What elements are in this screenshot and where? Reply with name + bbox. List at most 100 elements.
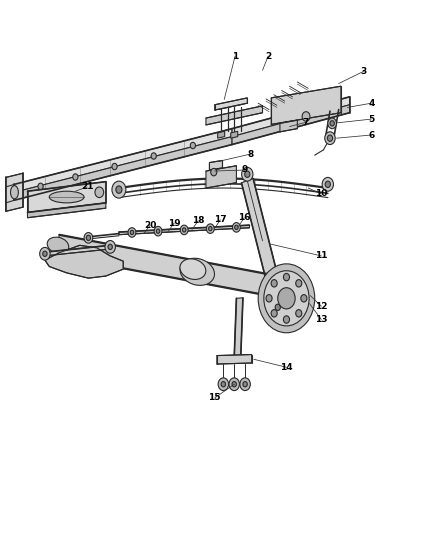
Polygon shape: [14, 128, 232, 192]
Polygon shape: [280, 120, 297, 132]
Circle shape: [325, 132, 335, 144]
Circle shape: [84, 232, 93, 243]
Text: 6: 6: [368, 131, 374, 140]
Circle shape: [95, 187, 104, 198]
Text: 13: 13: [315, 315, 328, 324]
Circle shape: [232, 382, 237, 387]
Circle shape: [208, 227, 212, 231]
Circle shape: [328, 118, 336, 128]
Circle shape: [243, 382, 247, 387]
Circle shape: [264, 271, 309, 326]
Polygon shape: [6, 173, 23, 212]
Circle shape: [235, 225, 238, 230]
Polygon shape: [28, 182, 106, 213]
Polygon shape: [28, 203, 106, 217]
Circle shape: [86, 235, 91, 240]
Circle shape: [296, 280, 302, 287]
Polygon shape: [231, 131, 238, 138]
Circle shape: [302, 112, 310, 121]
Circle shape: [296, 310, 302, 317]
Polygon shape: [209, 160, 223, 170]
Ellipse shape: [180, 258, 215, 285]
Text: 12: 12: [315, 302, 328, 311]
Polygon shape: [232, 105, 350, 144]
Circle shape: [322, 177, 333, 191]
Text: 16: 16: [238, 213, 251, 222]
Circle shape: [258, 264, 315, 333]
Polygon shape: [241, 179, 283, 303]
Circle shape: [206, 224, 214, 233]
Polygon shape: [217, 354, 252, 364]
Polygon shape: [232, 97, 350, 136]
Text: 1: 1: [232, 52, 238, 61]
Polygon shape: [45, 245, 110, 256]
Polygon shape: [119, 225, 250, 235]
Circle shape: [221, 382, 226, 387]
Ellipse shape: [49, 191, 84, 203]
Circle shape: [330, 120, 334, 126]
Polygon shape: [271, 86, 341, 124]
Ellipse shape: [47, 237, 69, 254]
Circle shape: [240, 378, 251, 391]
Circle shape: [242, 167, 253, 181]
Text: 19: 19: [168, 219, 180, 228]
Circle shape: [154, 227, 162, 236]
Circle shape: [266, 295, 272, 302]
Circle shape: [272, 301, 283, 314]
Circle shape: [283, 316, 290, 323]
Circle shape: [278, 288, 295, 309]
Polygon shape: [206, 166, 237, 188]
Text: 15: 15: [208, 393, 221, 402]
Ellipse shape: [180, 259, 206, 279]
Text: 14: 14: [280, 363, 293, 372]
Circle shape: [271, 310, 277, 317]
Text: 7: 7: [303, 118, 309, 127]
Text: 17: 17: [214, 215, 226, 224]
Circle shape: [108, 244, 113, 249]
Circle shape: [283, 273, 290, 281]
Circle shape: [105, 240, 116, 253]
Circle shape: [156, 229, 160, 233]
Circle shape: [112, 181, 126, 198]
Circle shape: [128, 228, 136, 237]
Text: 9: 9: [242, 166, 248, 174]
Circle shape: [325, 181, 330, 188]
Text: 5: 5: [368, 115, 374, 124]
Text: 20: 20: [144, 221, 156, 230]
Text: 3: 3: [360, 67, 367, 76]
Circle shape: [275, 304, 280, 311]
Circle shape: [211, 168, 217, 176]
Text: 4: 4: [368, 99, 374, 108]
Circle shape: [190, 142, 195, 149]
Circle shape: [40, 247, 50, 260]
Circle shape: [180, 225, 188, 235]
Polygon shape: [234, 298, 243, 357]
Circle shape: [218, 378, 229, 391]
Text: 18: 18: [192, 216, 205, 225]
Text: 10: 10: [315, 189, 328, 198]
Circle shape: [38, 183, 43, 190]
Circle shape: [271, 280, 277, 287]
Polygon shape: [206, 106, 262, 125]
Circle shape: [327, 135, 332, 141]
Circle shape: [130, 230, 134, 235]
Circle shape: [229, 378, 240, 391]
Circle shape: [245, 171, 250, 177]
Circle shape: [116, 186, 122, 193]
Text: 2: 2: [265, 52, 271, 61]
Circle shape: [301, 295, 307, 302]
Polygon shape: [14, 136, 232, 200]
Polygon shape: [6, 184, 14, 203]
Text: 11: 11: [315, 252, 328, 261]
Circle shape: [183, 228, 186, 232]
Circle shape: [43, 251, 47, 256]
Circle shape: [112, 163, 117, 169]
Circle shape: [73, 174, 78, 180]
Polygon shape: [45, 245, 123, 278]
Text: 8: 8: [247, 150, 254, 159]
Polygon shape: [215, 98, 247, 110]
Polygon shape: [57, 235, 299, 301]
Ellipse shape: [11, 185, 18, 199]
Circle shape: [233, 223, 240, 232]
Circle shape: [151, 153, 156, 159]
